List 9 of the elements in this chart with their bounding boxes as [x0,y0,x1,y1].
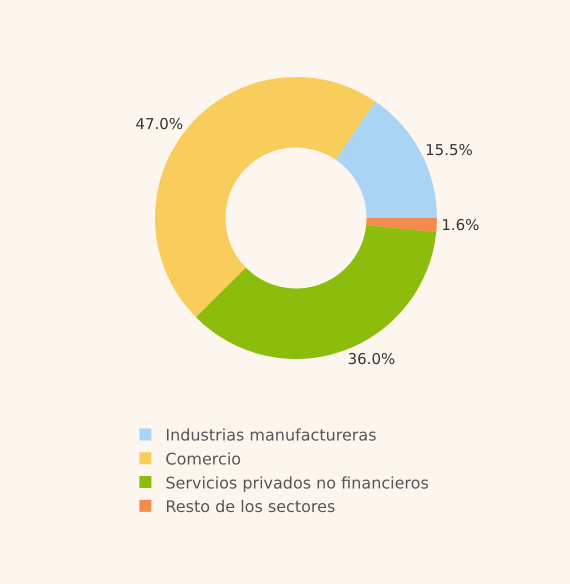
donut-slice [366,218,437,232]
legend-label: Comercio [165,450,242,468]
data-label: 1.6% [441,216,480,234]
data-label: 15.5% [425,141,473,160]
data-label: 36.0% [348,350,396,368]
legend-label: Industrias manufactureras [165,426,377,445]
legend-label: Resto de los sectores [165,497,336,516]
legend-label: Servicios privados no financieros [165,473,429,492]
data-label: 47.0% [135,115,184,134]
